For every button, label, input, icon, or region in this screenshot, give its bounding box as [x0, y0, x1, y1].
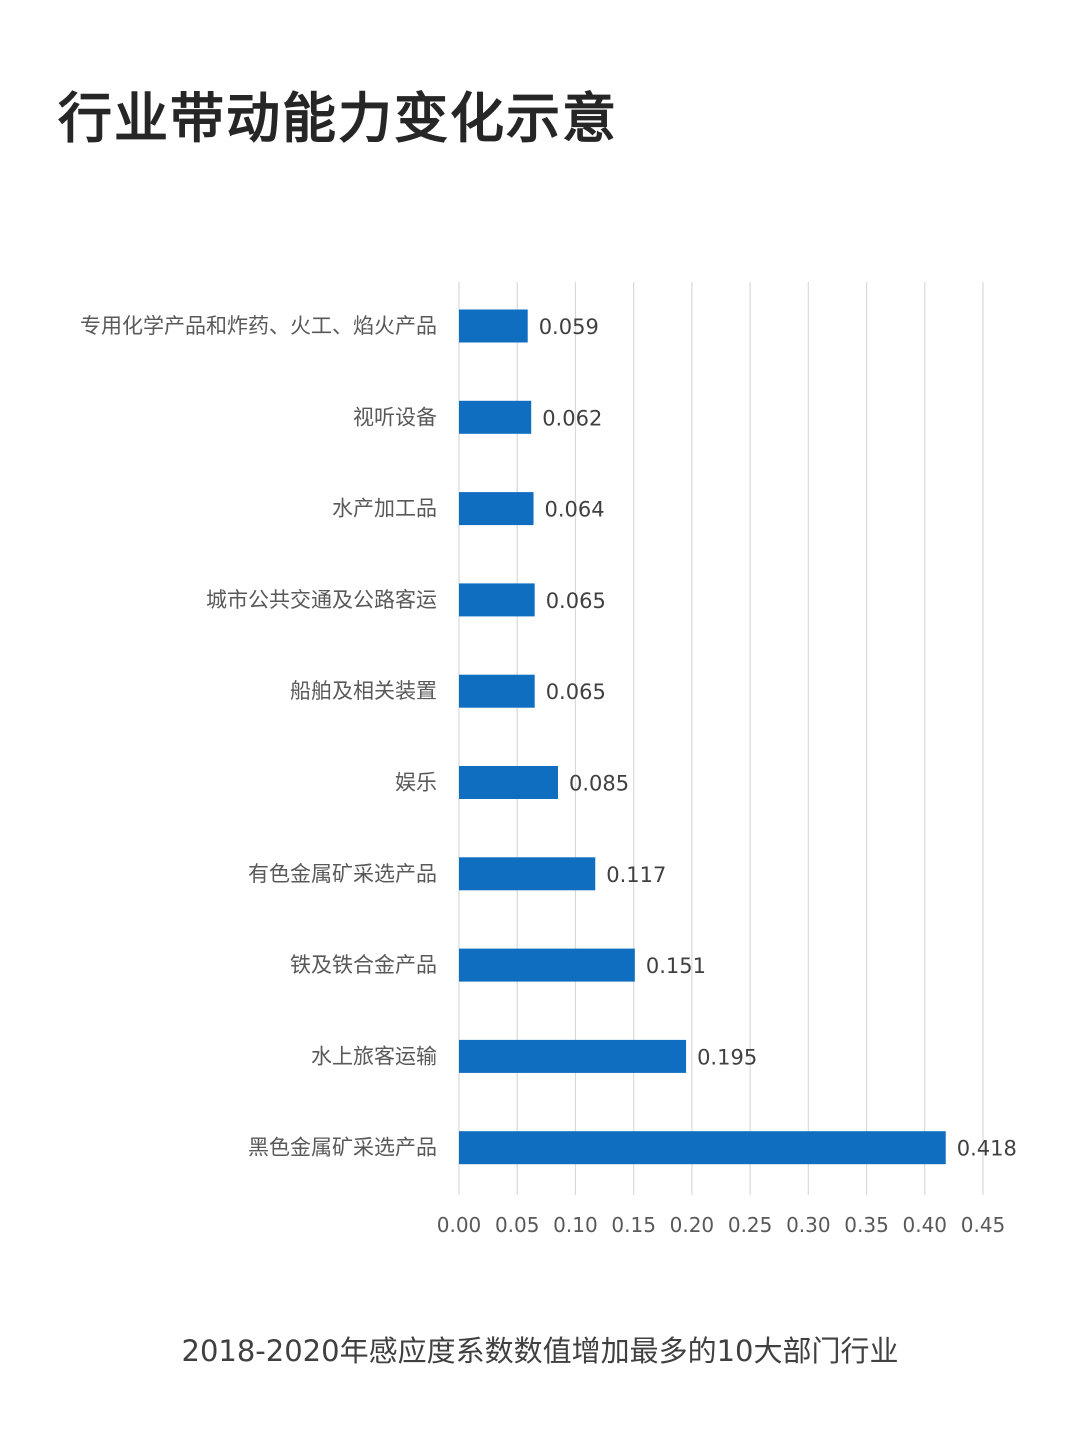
data-label: 0.085	[569, 772, 629, 796]
category-label: 船舶及相关装置	[290, 679, 437, 703]
bar-chart: 专用化学产品和炸药、火工、焰火产品视听设备水产加工品城市公共交通及公路客运船舶及…	[80, 282, 1017, 1237]
page-title: 行业带动能力变化示意	[58, 87, 618, 150]
x-tick-label: 0.30	[786, 1213, 831, 1237]
category-label: 娱乐	[395, 771, 437, 795]
data-label: 0.195	[697, 1045, 757, 1069]
category-label: 有色金属矿采选产品	[248, 862, 437, 886]
bar	[459, 309, 528, 343]
bar	[459, 492, 534, 526]
data-label: 0.065	[546, 589, 606, 613]
x-tick-label: 0.25	[728, 1213, 773, 1237]
data-label: 0.062	[542, 406, 602, 430]
x-tick-label: 0.20	[670, 1213, 715, 1237]
category-label: 水上旅客运输	[311, 1044, 437, 1068]
x-tick-label: 0.00	[437, 1213, 482, 1237]
bar	[459, 400, 532, 434]
category-label: 城市公共交通及公路客运	[206, 588, 437, 612]
data-label: 0.064	[545, 498, 605, 522]
gridlines	[458, 282, 984, 1195]
category-label: 专用化学产品和炸药、火工、焰火产品	[80, 314, 437, 338]
bar	[459, 857, 596, 891]
bar	[459, 1131, 946, 1165]
data-label: 0.059	[539, 315, 599, 339]
x-tick-label: 0.15	[611, 1213, 656, 1237]
bar	[459, 766, 558, 799]
category-label: 铁及铁合金产品	[290, 953, 437, 977]
x-tick-label: 0.10	[553, 1213, 598, 1237]
bar	[459, 583, 535, 617]
value-labels: 0.059 0.062 0.064 0.065 0.065 0.085 0.117 0.151…	[539, 315, 1017, 1161]
x-tick-label: 0.05	[495, 1213, 540, 1237]
chart-caption: 2018-2020年感应度系数数值增加最多的10大部门行业	[181, 1334, 899, 1368]
data-label: 0.151	[646, 954, 706, 978]
bar	[459, 948, 635, 982]
bars	[459, 309, 946, 1165]
x-axis-tick-labels: 0.00 0.05 0.10 0.15 0.20 0.25 0.30 0.35 0.40 0.45	[437, 1213, 1006, 1237]
x-tick-label: 0.40	[903, 1213, 948, 1237]
category-label: 视听设备	[353, 405, 437, 429]
category-label: 水产加工品	[332, 497, 437, 521]
data-label: 0.418	[957, 1137, 1017, 1161]
data-label: 0.065	[546, 680, 606, 704]
bar	[459, 1039, 687, 1073]
category-label: 黑色金属矿采选产品	[248, 1136, 437, 1160]
category-labels: 专用化学产品和炸药、火工、焰火产品视听设备水产加工品城市公共交通及公路客运船舶及…	[80, 314, 437, 1160]
data-label: 0.117	[606, 863, 666, 887]
bar	[459, 674, 535, 708]
x-tick-label: 0.35	[844, 1213, 889, 1237]
x-tick-label: 0.45	[961, 1213, 1006, 1237]
